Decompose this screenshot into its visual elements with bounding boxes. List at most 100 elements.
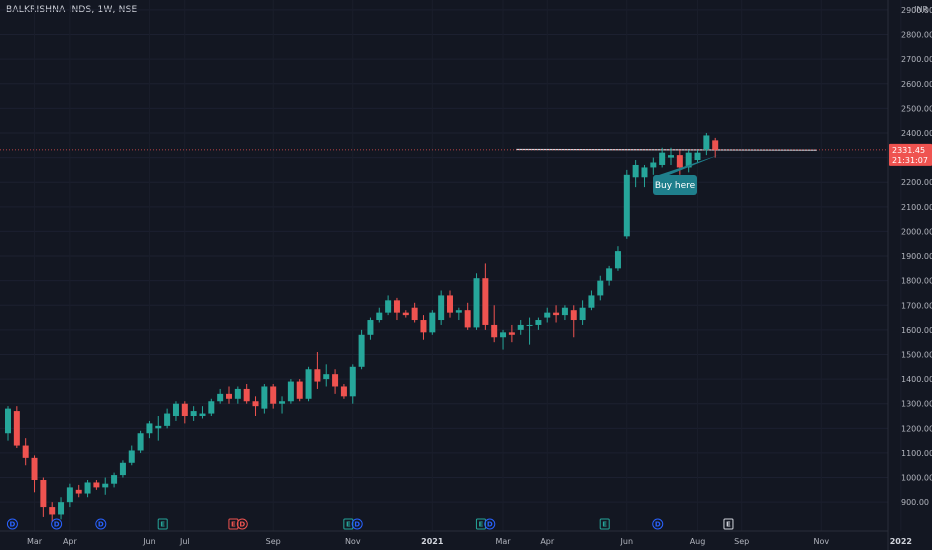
candle-up[interactable] [429, 310, 436, 335]
candle-up[interactable] [172, 401, 179, 421]
candle-down[interactable] [570, 305, 577, 338]
candle-down[interactable] [712, 137, 719, 158]
candle-up[interactable] [694, 150, 701, 163]
candle-up[interactable] [641, 164, 648, 188]
candle-up[interactable] [685, 150, 692, 173]
candle-up[interactable] [323, 364, 330, 387]
candle-down[interactable] [411, 302, 418, 323]
candle-down[interactable] [447, 290, 453, 318]
candle-up[interactable] [588, 290, 595, 311]
event-letter: E [726, 521, 731, 529]
candle-up[interactable] [650, 157, 657, 175]
earnings-marker[interactable]: E [157, 518, 168, 530]
earnings-marker[interactable]: E [475, 518, 486, 530]
dividend-marker[interactable]: D [484, 518, 496, 530]
candle-down[interactable] [482, 263, 489, 330]
candle-down[interactable] [464, 302, 471, 330]
candle-up[interactable] [623, 169, 630, 239]
candle-down[interactable] [393, 297, 400, 321]
candle-up[interactable] [438, 290, 445, 325]
earnings-marker[interactable]: E [599, 518, 610, 530]
callout-box[interactable] [653, 175, 697, 195]
candle-up[interactable] [111, 472, 118, 488]
candle-up[interactable] [659, 147, 666, 168]
candle-up[interactable] [376, 307, 383, 323]
candle-up[interactable] [119, 460, 126, 478]
candle-up[interactable] [190, 406, 197, 421]
candle-up[interactable] [455, 307, 462, 321]
candle-down[interactable] [22, 438, 29, 466]
dividend-marker[interactable]: D [652, 518, 664, 530]
candle-down[interactable] [332, 369, 339, 394]
candle-down[interactable] [243, 384, 250, 404]
x-tick-label: Apr [63, 537, 78, 546]
candle-up[interactable] [146, 420, 153, 439]
candle-up[interactable] [597, 275, 604, 301]
candle-up[interactable] [208, 398, 215, 417]
candle-up[interactable] [287, 379, 294, 404]
candle-up[interactable] [349, 364, 356, 404]
candle-up[interactable] [500, 329, 507, 350]
candle-down[interactable] [226, 386, 232, 404]
candle-down[interactable] [181, 401, 188, 424]
candle-down[interactable] [75, 484, 82, 498]
candle-down[interactable] [270, 384, 277, 409]
earnings-marker[interactable]: E [343, 518, 354, 530]
candle-up[interactable] [164, 408, 171, 429]
candle-down[interactable] [676, 150, 683, 175]
candle-down[interactable] [314, 352, 321, 389]
candle-down[interactable] [93, 480, 100, 490]
candle-up[interactable] [473, 273, 480, 330]
candle-down[interactable] [31, 455, 38, 493]
candle-up[interactable] [579, 300, 586, 325]
candle-up[interactable] [358, 329, 365, 370]
candle-up[interactable] [128, 445, 135, 466]
candle-up[interactable] [526, 317, 533, 345]
candle-up[interactable] [517, 320, 524, 335]
candle-down[interactable] [420, 315, 427, 340]
dividend-marker[interactable]: D [51, 518, 63, 530]
candle-up[interactable] [367, 317, 374, 340]
candle-up[interactable] [84, 480, 91, 498]
candle-up[interactable] [5, 406, 11, 441]
candle-up[interactable] [137, 430, 144, 453]
candle-up[interactable] [155, 416, 162, 441]
candle-down[interactable] [252, 396, 259, 417]
dividend-marker[interactable]: D [95, 518, 107, 530]
candle-up[interactable] [261, 384, 268, 414]
candle-down[interactable] [340, 384, 347, 399]
candle-up[interactable] [58, 497, 65, 520]
annotation-layer: Buy here [653, 155, 719, 195]
x-tick-label: Aug [690, 537, 706, 546]
candle-up[interactable] [544, 307, 551, 323]
candle-down[interactable] [402, 310, 409, 318]
candle-up[interactable] [668, 147, 674, 165]
dividend-marker[interactable]: D [351, 518, 363, 530]
candle-down[interactable] [508, 324, 515, 343]
candle-up[interactable] [703, 132, 710, 156]
candle-up[interactable] [614, 246, 621, 271]
candle-down[interactable] [296, 379, 303, 402]
dividend-marker[interactable]: D [236, 518, 248, 530]
candle-up[interactable] [606, 265, 613, 286]
earnings-marker[interactable]: E [723, 518, 734, 530]
candle-down[interactable] [40, 477, 47, 517]
candle-up[interactable] [305, 366, 312, 402]
candle-up[interactable] [279, 396, 286, 414]
candle-down[interactable] [13, 406, 20, 449]
candle-up[interactable] [217, 388, 224, 404]
earnings-marker[interactable]: E [228, 518, 239, 530]
candle-up[interactable] [535, 317, 542, 330]
candle-up[interactable] [66, 483, 73, 508]
candle-up[interactable] [234, 386, 241, 404]
candle-up[interactable] [385, 295, 392, 316]
dividend-marker[interactable]: D [6, 518, 18, 530]
candle-down[interactable] [553, 305, 560, 323]
candle-up[interactable] [632, 160, 639, 188]
candle-down[interactable] [491, 305, 498, 343]
candle-up[interactable] [199, 406, 206, 419]
candle-up[interactable] [102, 477, 109, 495]
candle-up[interactable] [561, 305, 568, 321]
candle-down[interactable] [49, 502, 56, 522]
